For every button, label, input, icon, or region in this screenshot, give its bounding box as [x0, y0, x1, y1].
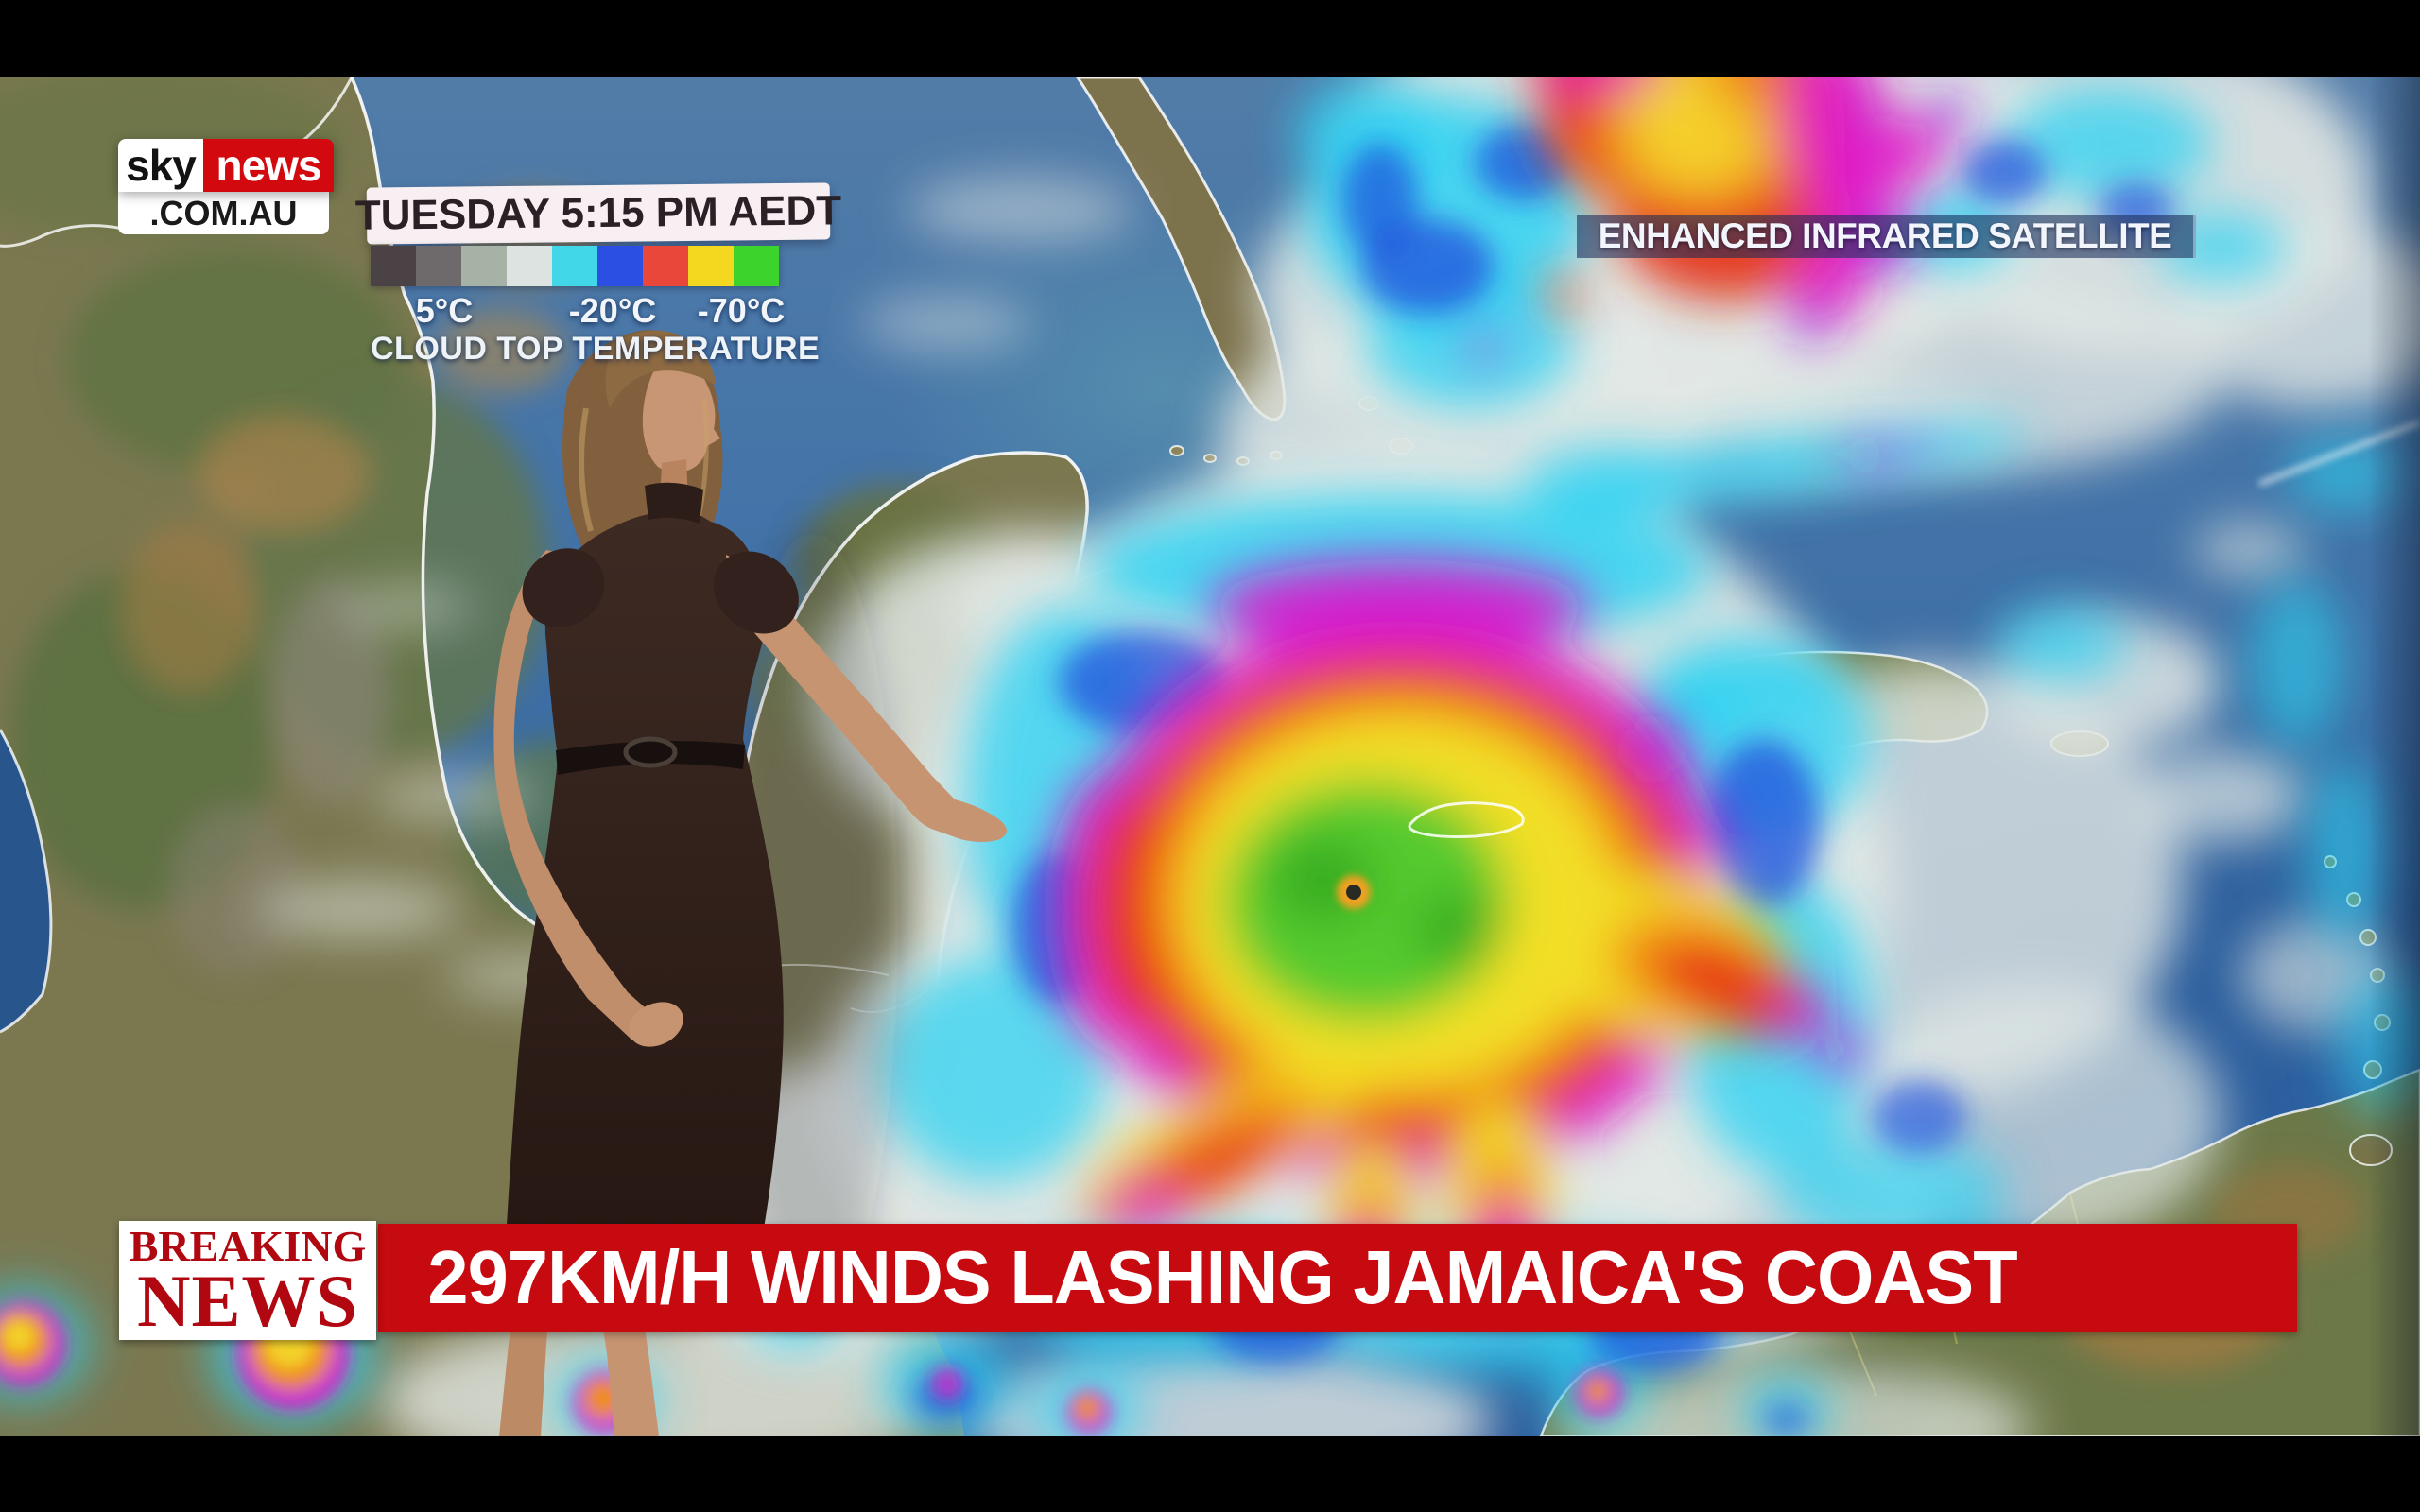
presenter-hand-front: [629, 1002, 683, 1047]
logo-sky: sky: [118, 139, 203, 192]
scale-label-cold: -70°C: [697, 291, 786, 330]
scale-swatch: [552, 246, 597, 286]
hurricane-eye: [1337, 875, 1371, 909]
jamaica-outline: [1408, 801, 1525, 838]
breaking-word: BREAKING: [129, 1222, 367, 1270]
presenter-arm-front: [493, 550, 668, 1047]
breaking-news-tag: BREAKING NEWS: [119, 1221, 376, 1340]
presenter-hair-front: [605, 330, 716, 408]
scale-swatch: [597, 246, 643, 286]
scale-swatch: [371, 246, 416, 286]
sky-news-logo: sky news .COM.AU: [118, 139, 334, 234]
scale-swatch: [734, 246, 779, 286]
presenter: [493, 330, 1007, 1436]
cap-sleeve-right: [714, 551, 799, 634]
satellite-mode-label: ENHANCED INFRARED SATELLITE: [1577, 215, 2196, 258]
letterbox-top: [0, 0, 2420, 77]
hurricane-melissa: [1054, 559, 1864, 1306]
scale-swatches: [371, 246, 779, 286]
presenter-arm-extended: [726, 555, 1007, 842]
news-word: NEWS: [137, 1260, 358, 1342]
headline-text: 297KM/H WINDS LASHING JAMAICA'S COAST: [427, 1235, 2017, 1319]
scale-swatch: [416, 246, 461, 286]
storm-top-right: [1471, 77, 1971, 774]
scale-swatch: [643, 246, 688, 286]
belt-buckle: [623, 736, 678, 768]
scale-label-mid: -20°C: [568, 291, 657, 330]
cap-sleeve-left: [522, 548, 605, 627]
logo-domain: .COM.AU: [118, 192, 329, 234]
edge-vignette: [2368, 77, 2420, 1436]
logo-news: news: [203, 139, 334, 192]
presenter-face: [642, 356, 720, 472]
scale-swatch: [461, 246, 507, 286]
presenter-belt: [556, 741, 745, 775]
scale-label-warm: 5°C: [415, 291, 474, 330]
letterbox-bottom: [0, 1436, 2420, 1512]
cloud-top-caption: CLOUD TOP TEMPERATURE: [371, 331, 821, 367]
scale-swatch: [507, 246, 552, 286]
presenter-dress: [505, 510, 784, 1267]
presenter-collar: [645, 482, 703, 524]
timestamp-banner: TUESDAY 5:15 PM AEDT: [355, 182, 841, 245]
scale-swatch: [688, 246, 734, 286]
contrail: [2258, 420, 2420, 487]
landmass-trinidad: [2349, 1134, 2393, 1166]
headline-banner: 297KM/H WINDS LASHING JAMAICA'S COAST: [378, 1224, 2297, 1332]
hair-highlight: [579, 407, 594, 532]
